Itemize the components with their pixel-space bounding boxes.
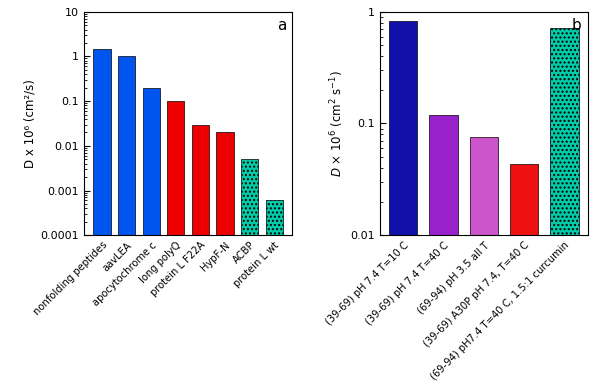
Bar (94, 49, 110, 392)
Bar (470, 138, 498, 392)
Y-axis label: D x 10⁶ (cm²/s): D x 10⁶ (cm²/s) (23, 79, 37, 168)
Bar (167, 101, 184, 392)
Text: a: a (277, 18, 286, 33)
Bar (389, 22, 418, 392)
Bar (550, 28, 578, 392)
Bar (118, 56, 135, 392)
Bar (510, 164, 538, 392)
Bar (143, 88, 160, 392)
Bar (192, 125, 209, 392)
Text: b: b (572, 18, 582, 33)
Bar (241, 159, 258, 392)
Y-axis label: $D$ × 10$^6$ (cm$^2$ s$^{-1}$): $D$ × 10$^6$ (cm$^2$ s$^{-1}$) (328, 70, 346, 177)
Bar (430, 114, 458, 392)
Bar (217, 132, 233, 392)
Bar (266, 200, 283, 392)
